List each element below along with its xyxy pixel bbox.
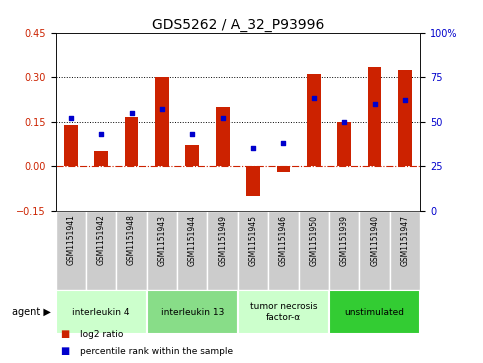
- Text: GSM1151944: GSM1151944: [188, 215, 197, 265]
- Text: GSM1151943: GSM1151943: [157, 215, 167, 265]
- Bar: [147, 211, 177, 290]
- Text: ■: ■: [60, 329, 70, 339]
- Text: GSM1151949: GSM1151949: [218, 215, 227, 265]
- Bar: [277, 166, 290, 172]
- Bar: [56, 290, 147, 334]
- Point: [280, 140, 287, 146]
- Bar: [398, 70, 412, 166]
- Bar: [298, 211, 329, 290]
- Bar: [329, 211, 359, 290]
- Point: [158, 106, 166, 112]
- Bar: [368, 67, 382, 166]
- Title: GDS5262 / A_32_P93996: GDS5262 / A_32_P93996: [152, 18, 324, 32]
- Bar: [359, 211, 390, 290]
- Text: GSM1151945: GSM1151945: [249, 215, 257, 265]
- Bar: [238, 290, 329, 334]
- Bar: [329, 290, 420, 334]
- Bar: [155, 77, 169, 166]
- Bar: [307, 74, 321, 166]
- Bar: [238, 211, 268, 290]
- Bar: [116, 211, 147, 290]
- Bar: [216, 107, 229, 166]
- Point: [67, 115, 74, 121]
- Text: GSM1151948: GSM1151948: [127, 215, 136, 265]
- Point: [371, 101, 379, 107]
- Bar: [246, 166, 260, 196]
- Bar: [94, 151, 108, 166]
- Text: ■: ■: [60, 346, 70, 356]
- Bar: [338, 122, 351, 166]
- Text: tumor necrosis
factor-α: tumor necrosis factor-α: [250, 302, 317, 322]
- Bar: [125, 117, 138, 166]
- Text: GSM1151950: GSM1151950: [309, 215, 318, 265]
- Text: GSM1151942: GSM1151942: [97, 215, 106, 265]
- Text: unstimulated: unstimulated: [345, 308, 405, 317]
- Text: GSM1151939: GSM1151939: [340, 215, 349, 265]
- Point: [219, 115, 227, 121]
- Bar: [64, 125, 78, 166]
- Point: [97, 131, 105, 137]
- Point: [188, 131, 196, 137]
- Text: GSM1151941: GSM1151941: [66, 215, 75, 265]
- Text: interleukin 13: interleukin 13: [161, 308, 224, 317]
- Bar: [147, 290, 238, 334]
- Point: [310, 95, 318, 101]
- Text: percentile rank within the sample: percentile rank within the sample: [80, 347, 233, 356]
- Text: agent ▶: agent ▶: [12, 307, 51, 317]
- Point: [128, 110, 135, 115]
- Bar: [268, 211, 298, 290]
- Point: [341, 119, 348, 125]
- Point: [401, 97, 409, 103]
- Text: interleukin 4: interleukin 4: [72, 308, 130, 317]
- Bar: [177, 211, 208, 290]
- Bar: [185, 145, 199, 166]
- Text: GSM1151946: GSM1151946: [279, 215, 288, 265]
- Bar: [86, 211, 116, 290]
- Bar: [56, 211, 86, 290]
- Bar: [390, 211, 420, 290]
- Text: GSM1151947: GSM1151947: [400, 215, 410, 265]
- Point: [249, 145, 257, 151]
- Text: GSM1151940: GSM1151940: [370, 215, 379, 265]
- Text: log2 ratio: log2 ratio: [80, 330, 123, 339]
- Bar: [208, 211, 238, 290]
